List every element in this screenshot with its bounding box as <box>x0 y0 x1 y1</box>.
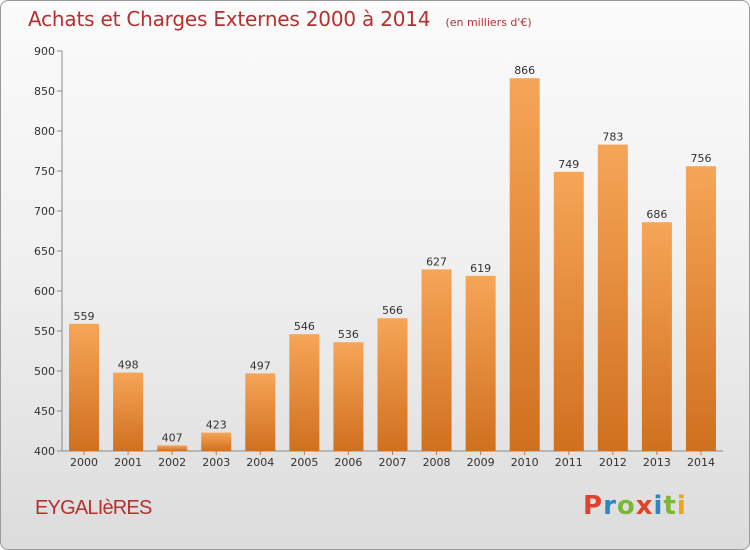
bar <box>69 323 100 451</box>
y-axis: 400 450 500 550 600 650 700 750 800 850 900 <box>34 45 63 458</box>
data-label: 627 <box>426 255 447 268</box>
data-label: 498 <box>118 359 139 372</box>
data-label: 546 <box>294 320 315 333</box>
x-tick-label: 2013 <box>643 456 671 469</box>
y-tick-label: 650 <box>34 245 55 258</box>
data-label: 866 <box>514 64 535 77</box>
bar <box>377 318 408 451</box>
chart-subtitle: (en milliers d'€) <box>445 16 532 29</box>
y-tick-label: 850 <box>34 85 55 98</box>
y-tick-label: 550 <box>34 325 55 338</box>
y-tick-label: 750 <box>34 165 55 178</box>
logo-letter: t <box>663 491 677 521</box>
x-tick-label: 2006 <box>334 456 362 469</box>
data-label: 497 <box>250 359 271 372</box>
x-tick-label: 2000 <box>70 456 98 469</box>
y-tick-label: 500 <box>34 365 55 378</box>
logo-letter: P <box>583 491 604 521</box>
data-label: 619 <box>470 262 491 275</box>
bar <box>509 78 540 451</box>
x-tick-label: 2008 <box>423 456 451 469</box>
y-tick-label: 400 <box>34 445 55 458</box>
x-tick-label: 2001 <box>114 456 142 469</box>
y-tick-label: 600 <box>34 285 55 298</box>
data-label: 407 <box>162 431 183 444</box>
data-label: 749 <box>558 158 579 171</box>
bar <box>597 144 628 451</box>
bar <box>157 445 188 451</box>
logo-letter: o <box>616 491 636 521</box>
y-tick-label: 450 <box>34 405 55 418</box>
x-tick-label: 2014 <box>687 456 715 469</box>
x-tick-label: 2005 <box>290 456 318 469</box>
data-label: 559 <box>74 310 95 323</box>
commune-name: EYGALIèRES <box>35 497 152 519</box>
proxiti-logo: Proxiti <box>583 491 687 521</box>
x-tick-label: 2002 <box>158 456 186 469</box>
logo-letter: i <box>653 491 664 521</box>
data-label: 756 <box>690 152 711 165</box>
bar <box>113 372 144 451</box>
data-label: 566 <box>382 304 403 317</box>
chart-header: Achats et Charges Externes 2000 à 2014 (… <box>28 7 532 37</box>
x-tick-label: 2009 <box>467 456 495 469</box>
bar <box>641 222 672 451</box>
data-label: 423 <box>206 419 227 432</box>
x-tick-label: 2012 <box>599 456 627 469</box>
data-labels: 559 498 407 423 497 546 536 566 627 619 866 749 783 6… <box>74 64 712 444</box>
data-label: 686 <box>646 208 667 221</box>
x-tick-label: 2004 <box>246 456 274 469</box>
bar <box>333 342 364 451</box>
logo-letter: i <box>676 491 687 521</box>
bar <box>245 373 276 451</box>
logo-letter: r <box>603 491 617 521</box>
logo-letter: x <box>635 491 654 521</box>
y-tick-label: 800 <box>34 125 55 138</box>
data-label: 536 <box>338 328 359 341</box>
y-tick-label: 700 <box>34 205 55 218</box>
x-tick-label: 2010 <box>511 456 539 469</box>
bar <box>465 275 496 451</box>
chart-title: Achats et Charges Externes 2000 à 2014 <box>28 7 431 31</box>
x-tick-label: 2003 <box>202 456 230 469</box>
bar <box>553 171 584 452</box>
bar-series <box>69 78 716 452</box>
bar <box>201 432 232 451</box>
bar <box>289 334 320 451</box>
y-tick-label: 900 <box>34 45 55 58</box>
x-axis: 2000 2001 2002 2003 2004 2005 2006 2007 2008 2009… <box>62 450 723 469</box>
data-label: 783 <box>602 131 623 144</box>
bar <box>685 166 716 451</box>
x-tick-label: 2007 <box>379 456 407 469</box>
x-tick-label: 2011 <box>555 456 583 469</box>
bar <box>421 269 452 451</box>
